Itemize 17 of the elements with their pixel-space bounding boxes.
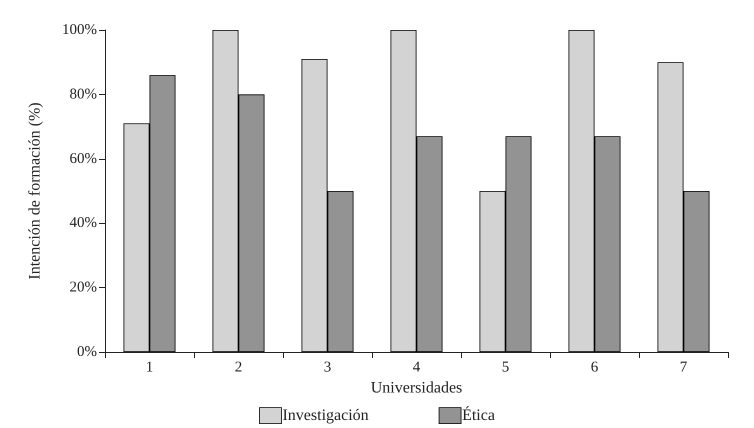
y-tick-label: 80% (70, 86, 97, 102)
y-tick-label: 100% (62, 22, 97, 38)
y-tick-label: 60% (70, 150, 97, 167)
legend-label: Investigación (282, 407, 369, 424)
x-tick-label: 2 (234, 360, 242, 376)
y-tick-label: 20% (70, 280, 97, 296)
legend-label: Ética (462, 406, 495, 424)
y-tick-label: 40% (70, 215, 97, 232)
x-tick-label: 4 (412, 360, 421, 376)
x-tick-label: 7 (680, 360, 688, 376)
x-tick-label: 3 (324, 360, 332, 376)
x-tick-label: 5 (502, 360, 510, 376)
x-tick-label: 6 (590, 360, 599, 376)
x-axis-title: Universidades (370, 379, 462, 396)
y-tick-label: 0% (77, 344, 97, 360)
x-tick-label: 1 (146, 360, 154, 376)
y-axis-title: Intención de formación (%) (26, 102, 44, 280)
